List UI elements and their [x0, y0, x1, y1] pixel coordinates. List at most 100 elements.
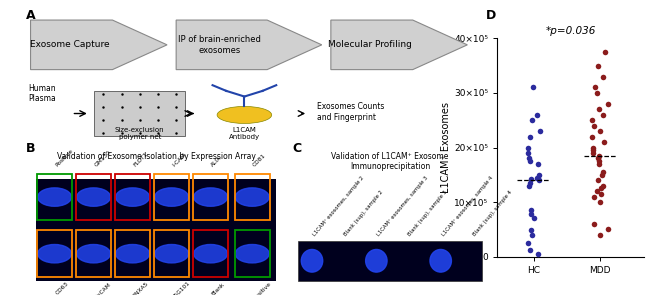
Point [588, 148, 598, 153]
Text: L1CAM
Antibody: L1CAM Antibody [229, 127, 260, 140]
Text: Size-exclusion
polymer net: Size-exclusion polymer net [115, 127, 164, 140]
Point [589, 123, 599, 128]
Bar [193, 230, 228, 277]
Point [592, 91, 603, 95]
Point [595, 129, 606, 133]
Text: C: C [292, 142, 302, 155]
Point [526, 208, 536, 213]
Point [529, 216, 539, 221]
Point [593, 63, 603, 68]
Point [597, 172, 608, 177]
Bar [37, 230, 72, 277]
Text: Human
Plasma: Human Plasma [29, 84, 56, 103]
Point [533, 252, 543, 256]
Bar [76, 174, 111, 220]
Text: Blank (sup), sample 4: Blank (sup), sample 4 [472, 189, 513, 237]
Point [532, 175, 542, 180]
Text: L1CAM⁺ exosomes, sample 3: L1CAM⁺ exosomes, sample 3 [376, 175, 429, 237]
Text: GM130: GM130 [94, 150, 112, 168]
Point [588, 222, 599, 226]
Point [523, 151, 533, 155]
Y-axis label: L1CAM⁺ Exosomes: L1CAM⁺ Exosomes [441, 102, 451, 193]
Point [588, 151, 598, 155]
Point [523, 183, 534, 188]
Point [593, 178, 603, 183]
Text: B: B [26, 142, 36, 155]
Circle shape [116, 188, 150, 206]
Text: A: A [26, 9, 36, 22]
Point [523, 241, 533, 245]
Text: Exosome Capture: Exosome Capture [30, 40, 110, 49]
Text: EpCAM: EpCAM [94, 281, 112, 295]
Text: Blank: Blank [211, 281, 226, 295]
Title: *p=0.036: *p=0.036 [545, 26, 595, 36]
Bar [94, 91, 185, 136]
Bar [115, 230, 150, 277]
Point [528, 85, 539, 90]
Point [590, 85, 600, 90]
Point [526, 228, 536, 233]
Point [597, 170, 608, 174]
Text: Validation of L1CAM⁺ Exosome
Immunoprecipitation: Validation of L1CAM⁺ Exosome Immunopreci… [332, 152, 448, 171]
Point [535, 129, 545, 133]
Circle shape [155, 188, 188, 206]
Circle shape [235, 245, 269, 263]
Bar [154, 230, 189, 277]
Point [603, 227, 613, 232]
Point [525, 159, 535, 163]
Point [526, 212, 536, 217]
Point [587, 118, 597, 123]
Bar [115, 174, 150, 220]
Ellipse shape [430, 250, 451, 272]
Bar [298, 241, 482, 281]
Point [600, 50, 610, 54]
Circle shape [194, 188, 228, 206]
Text: Validation of Exosome Isolation by Expression Array: Validation of Exosome Isolation by Expre… [57, 152, 255, 161]
Circle shape [217, 106, 272, 123]
Text: L1CAM⁺ exosomes, sample 4: L1CAM⁺ exosomes, sample 4 [441, 175, 493, 237]
Text: Molecular Profiling: Molecular Profiling [328, 40, 412, 49]
Circle shape [116, 245, 150, 263]
Bar [154, 174, 189, 220]
Point [524, 156, 534, 161]
Text: Blank (sup), sample 3: Blank (sup), sample 3 [408, 189, 448, 237]
Text: Blank (sup), sample 2: Blank (sup), sample 2 [343, 189, 384, 237]
Point [597, 112, 608, 117]
Circle shape [235, 188, 269, 206]
Text: CD81: CD81 [252, 153, 267, 168]
Bar [193, 174, 228, 220]
Text: IP of brain-enriched
exosomes: IP of brain-enriched exosomes [178, 35, 261, 55]
Ellipse shape [301, 250, 323, 272]
Point [525, 248, 535, 253]
Point [593, 162, 604, 166]
Bar [235, 174, 270, 220]
Point [592, 189, 602, 194]
Circle shape [38, 245, 72, 263]
Point [596, 186, 606, 191]
Text: I-CAM: I-CAM [172, 153, 187, 168]
Bar [76, 230, 111, 277]
Text: ALIX: ALIX [211, 155, 224, 168]
Circle shape [155, 245, 188, 263]
Text: ANXA5: ANXA5 [133, 281, 150, 295]
Point [525, 181, 536, 185]
Point [523, 145, 533, 150]
Text: D: D [486, 9, 497, 22]
Point [587, 134, 597, 139]
Point [598, 183, 608, 188]
Polygon shape [176, 20, 322, 70]
Point [534, 172, 544, 177]
Point [599, 140, 609, 145]
Point [525, 134, 535, 139]
Text: Exosomes Counts
and Fingerprint: Exosomes Counts and Fingerprint [317, 102, 385, 122]
Text: L1CAM⁺ exosomes, sample 2: L1CAM⁺ exosomes, sample 2 [312, 175, 365, 237]
Point [589, 194, 599, 199]
Circle shape [77, 245, 111, 263]
Bar [36, 179, 276, 281]
Point [588, 145, 598, 150]
Polygon shape [331, 20, 467, 70]
Circle shape [77, 188, 111, 206]
Point [593, 159, 604, 163]
Point [534, 178, 545, 183]
Point [527, 118, 538, 123]
